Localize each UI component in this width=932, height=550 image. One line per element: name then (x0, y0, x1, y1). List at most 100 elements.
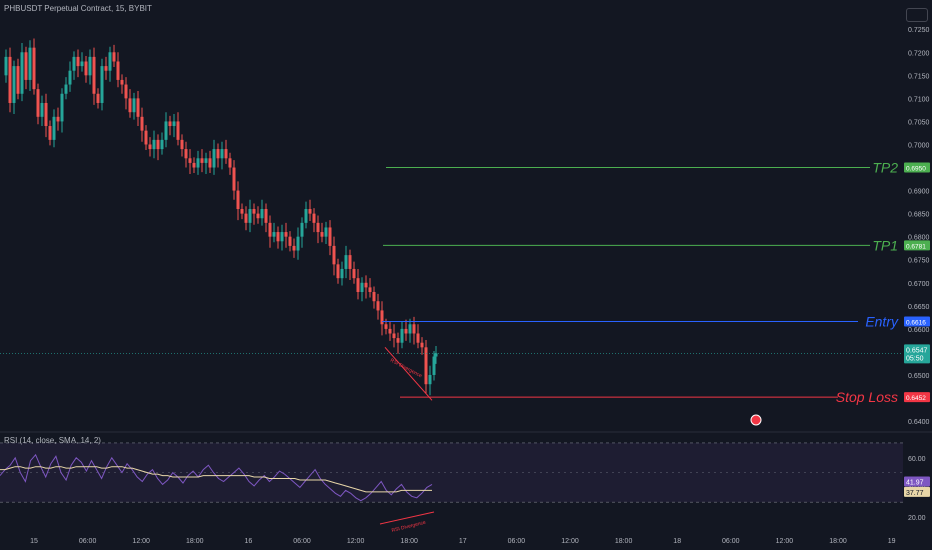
candle-body (204, 158, 208, 163)
candle-body (280, 232, 284, 242)
candle-body (172, 121, 176, 127)
candle-body (300, 222, 304, 237)
candle-body (256, 213, 260, 219)
price-axis-tick: 0.6800 (908, 235, 930, 242)
candle-body (212, 149, 216, 168)
candle-body (392, 333, 396, 339)
candle-body (224, 149, 228, 159)
candle-body (316, 222, 320, 233)
candle-body (260, 209, 264, 219)
price-axis-tick: 0.6400 (908, 419, 930, 426)
time-axis-tick: 06:00 (722, 538, 740, 545)
candle-body (116, 61, 120, 80)
candle-body (232, 167, 236, 191)
time-axis-tick: 12:00 (132, 538, 150, 545)
candle-body (136, 98, 140, 117)
candle-body (368, 287, 372, 292)
candle-body (184, 149, 188, 159)
candle-body (120, 79, 124, 85)
rsi-ma-line (0, 466, 432, 493)
level-price-badge (904, 392, 930, 403)
candle-body (420, 342, 424, 348)
candle-body (152, 139, 156, 150)
level-price-badge (904, 316, 930, 327)
candle-body (352, 268, 356, 279)
rsi-ma-badge (904, 486, 930, 497)
candle-body (164, 121, 168, 140)
candle-body (144, 130, 148, 145)
price-axis-tick: 0.6500 (908, 373, 930, 380)
time-axis-tick: 06:00 (508, 538, 526, 545)
candle-body (148, 144, 152, 150)
level-label-stop-loss: Stop Loss (836, 389, 898, 405)
rsi-value-badge (904, 476, 930, 487)
candle-body (216, 149, 220, 159)
candle-body (332, 245, 336, 265)
candle-body (28, 47, 32, 80)
candle-body (376, 301, 380, 311)
candle-body (424, 347, 428, 385)
time-axis-tick: 12:00 (561, 538, 579, 545)
candle-body (220, 149, 224, 159)
candle-body (32, 47, 36, 90)
candle-body (88, 56, 92, 76)
chart-title: PHBUSDT Perpetual Contract, 15, BYBIT (4, 4, 152, 13)
level-label-entry: Entry (865, 314, 899, 330)
candle-body (336, 264, 340, 279)
price-axis-tick: 0.7050 (908, 119, 930, 126)
candle-body (52, 116, 56, 140)
candle-body (160, 139, 164, 150)
time-axis-tick: 12:00 (347, 538, 365, 545)
candle-body (36, 89, 40, 117)
candle-body (408, 324, 412, 334)
candle-body (128, 98, 132, 113)
level-price-badge (904, 240, 930, 251)
candle-body (380, 310, 384, 325)
price-axis-tick: 0.6850 (908, 212, 930, 219)
candle-body (60, 93, 64, 122)
level-price-label: 0.6452 (906, 395, 926, 402)
level-price-label: 0.6616 (906, 320, 926, 327)
candle-body (140, 116, 144, 131)
candle-body (92, 56, 96, 94)
candle-body (364, 282, 368, 288)
maximize-button[interactable] (906, 8, 928, 22)
candle-body (396, 338, 400, 343)
candle-body (252, 209, 256, 214)
divergence-label: RSI Divergence (389, 358, 423, 380)
candle-body (304, 209, 308, 223)
price-axis-tick: 0.7100 (908, 96, 930, 103)
price-axis-tick: 0.7200 (908, 50, 930, 57)
candle-body (292, 245, 296, 251)
event-icon (750, 414, 762, 426)
candle-body (244, 213, 248, 223)
time-axis-tick: 17 (459, 538, 467, 545)
candle-body (296, 236, 300, 251)
candle-body (112, 52, 116, 62)
price-axis-tick: 0.7250 (908, 27, 930, 34)
candle-body (248, 209, 252, 223)
candle-body (416, 333, 420, 343)
candle-body (80, 61, 84, 67)
candle-body (56, 116, 60, 122)
candle-body (8, 56, 12, 103)
candle-body (196, 158, 200, 168)
time-axis-tick: 15 (30, 538, 38, 545)
candle-body (328, 227, 332, 246)
price-axis-tick: 0.6750 (908, 258, 930, 265)
time-axis-tick: 18:00 (400, 538, 418, 545)
time-axis-tick: 18:00 (186, 538, 204, 545)
rsi-axis-tick: 20.00 (908, 515, 926, 522)
rsi-value-label: 41.97 (906, 479, 924, 486)
price-axis-tick: 0.7150 (908, 73, 930, 80)
rsi-divergence-label: RSI Divergence (391, 520, 427, 534)
candle-body (132, 98, 136, 113)
price-axis-tick: 0.6600 (908, 327, 930, 334)
candle-body (124, 84, 128, 99)
candle-body (176, 121, 180, 140)
rsi-axis-tick: 60.00 (908, 456, 926, 463)
time-axis-tick: 18 (673, 538, 681, 545)
candle-body (372, 292, 376, 302)
candle-body (20, 52, 24, 94)
